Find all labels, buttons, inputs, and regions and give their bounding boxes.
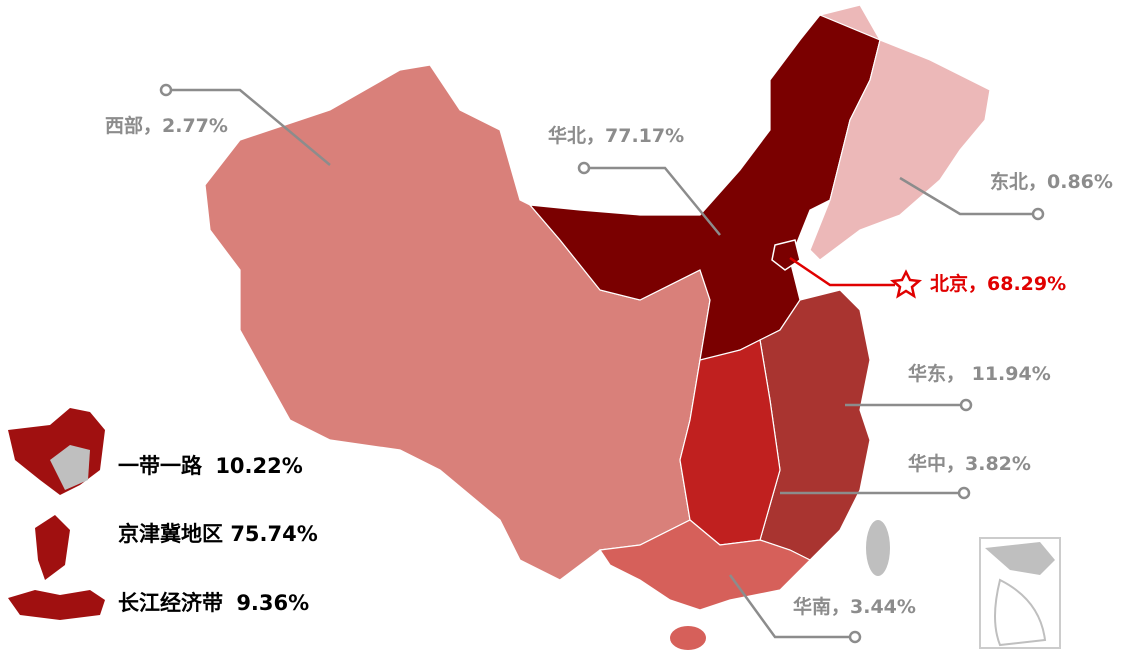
legend-value: 9.36% <box>236 591 309 615</box>
callout-label: 华东， 11.94% <box>908 362 1051 385</box>
callout-label: 华南，3.44% <box>793 595 916 618</box>
regions <box>204 4 991 650</box>
inset <box>979 537 1061 649</box>
legend-name: 一带一路 <box>118 454 203 478</box>
beijing <box>771 239 801 271</box>
callout-lines <box>159 83 1045 644</box>
legend-value: 10.22% <box>215 454 302 478</box>
callout-label: 东北，0.86% <box>990 170 1113 193</box>
legend-name: 长江经济带 <box>118 591 223 615</box>
region-northeast <box>809 4 991 261</box>
callout-label: 华北，77.17% <box>548 124 684 147</box>
legend-name: 京津冀地区 <box>118 522 223 546</box>
callout-label: 华中，3.82% <box>908 452 1031 475</box>
callouts: 西部，2.77% 华北，77.17% 东北，0.86% 北京，68.29% 华东… <box>105 114 1113 618</box>
callout-label: 西部，2.77% <box>105 114 228 137</box>
callout-label: 北京，68.29% <box>930 272 1066 295</box>
legend-value: 75.74% <box>230 522 317 546</box>
taiwan <box>866 520 890 576</box>
hainan <box>670 626 706 650</box>
legend-label: 京津冀地区 75.74% <box>118 522 318 546</box>
legend-label: 长江经济带 9.36% <box>118 591 309 615</box>
legend-label: 一带一路 10.22% <box>118 454 303 478</box>
legend: 一带一路 10.22% 京津冀地区 75.74% 长江经济带 9.36% <box>8 408 318 620</box>
region-south <box>598 519 812 611</box>
